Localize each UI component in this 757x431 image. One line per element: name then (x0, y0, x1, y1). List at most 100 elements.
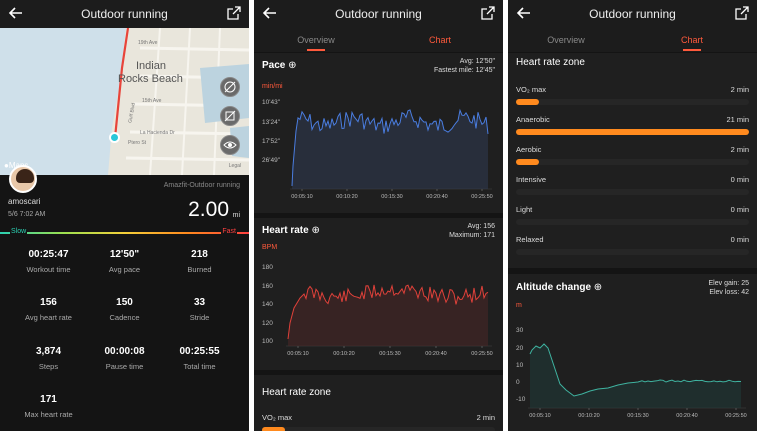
stat-burned: 218 Burned (158, 249, 241, 274)
back-arrow-icon[interactable] (8, 5, 24, 21)
stat-label: Steps (38, 362, 59, 371)
eye-icon (223, 141, 237, 149)
route-map[interactable]: Indian Rocks Beach 19th Ave 15th Ave Gul… (0, 28, 249, 175)
tab-underline (683, 49, 701, 51)
stat-label: Burned (187, 265, 212, 274)
x-tick-label: 00:05:10 (287, 351, 308, 357)
zoom-icon[interactable]: ⊕ (593, 282, 603, 293)
source-label: Amazfit-Outdoor running (163, 182, 240, 189)
apple-logo-icon: ● (4, 161, 9, 170)
km-marker-toggle-button[interactable] (220, 106, 240, 126)
map-label: Indian (136, 60, 166, 72)
tab-underline (307, 49, 325, 51)
pace-line (291, 108, 489, 187)
share-icon[interactable] (227, 6, 241, 20)
zone-time: 0 min (730, 175, 749, 184)
map-label: 15th Ave (142, 98, 162, 104)
pace-card: Pace ⊕ Avg: 12'50" Fastest mile: 12'45" m… (254, 53, 503, 213)
zone-name: VO₂ max (262, 413, 292, 422)
stat-max-heart-rate: 171 Max heart rate (7, 394, 90, 419)
tab-chart[interactable]: Chart (428, 35, 451, 45)
share-icon[interactable] (481, 6, 495, 20)
stat-pause-time: 00:00:08 Pause time (83, 346, 166, 371)
tab-bar: Overview Chart (254, 28, 503, 52)
zone-name: Relaxed (516, 235, 544, 244)
y-tick-label: 140 (262, 301, 273, 308)
stat-label: Avg heart rate (25, 313, 72, 322)
map-label: Rocks Beach (118, 73, 183, 85)
heart-rate-unit: BPM (262, 244, 278, 251)
y-tick-label: 0 (516, 379, 520, 386)
zone-time: 21 min (726, 115, 749, 124)
zone-fill-bar (516, 159, 540, 165)
chart-screen: Outdoor running Overview Chart Pace ⊕ Av… (254, 0, 503, 431)
stat-value: 150 (116, 297, 133, 308)
layers-off-icon (224, 81, 236, 93)
summary-panel: Amazfit-Outdoor running amoscari 5/6 7:0… (0, 165, 249, 431)
back-arrow-icon[interactable] (516, 5, 532, 21)
stat-value: 00:00:08 (104, 346, 145, 357)
stat-cadence: 150 Cadence (83, 297, 166, 322)
x-tick-label: 00:20:40 (425, 351, 446, 357)
x-tick-label: 00:15:30 (381, 194, 402, 200)
stat-total-time: 00:25:55 Total time (158, 346, 241, 371)
altitude-chart[interactable]: 30 20 10 0 -10 00:05:10 00:10:20 00:15:30 00:20:… (508, 312, 757, 430)
tab-overview[interactable]: Overview (266, 35, 366, 51)
stat-value: 156 (40, 297, 57, 308)
tab-overview[interactable]: Overview (547, 35, 585, 45)
zone-track (516, 249, 749, 255)
tab-bar: Overview Chart (508, 28, 757, 52)
zone-name: Intensive (516, 175, 547, 184)
heart-rate-chart[interactable]: 180 160 140 120 100 00:05:10 00:10:20 00:15:30 0… (254, 253, 503, 368)
stat-avg-heart-rate: 156 Avg heart rate (7, 297, 90, 322)
zone-track (516, 189, 749, 195)
heart-rate-title: Heart rate ⊕ (262, 225, 320, 236)
y-tick-label: 10'43" (262, 99, 281, 106)
stat-value: 12'50" (109, 249, 140, 260)
x-tick-label: 00:05:10 (291, 194, 312, 200)
zone-fill-bar (516, 99, 540, 105)
y-tick-label: 160 (262, 283, 273, 290)
zone-time: 2 min (730, 145, 749, 154)
y-tick-label: -10 (516, 396, 526, 403)
stat-value: 3,874 (35, 346, 62, 357)
stat-avg-pace: 12'50" Avg pace (83, 249, 166, 274)
x-tick-label: 00:25:50 (725, 413, 746, 419)
stat-label: Stride (189, 313, 210, 322)
altitude-unit: m (516, 302, 522, 309)
chart-screen-scrolled: Outdoor running Overview Chart Heart rat… (508, 0, 757, 431)
page-title: Outdoor running (81, 7, 168, 21)
pace-unit: min/mi (262, 83, 283, 90)
distance-unit: mi (232, 212, 240, 219)
x-tick-label: 00:15:30 (627, 413, 648, 419)
stat-label: Max heart rate (24, 410, 73, 419)
pace-chart[interactable]: 10'43" 13'24" 17'52" 26'49" 00:05:10 00:10:20… (254, 91, 503, 211)
zone-fill-bar (516, 129, 749, 135)
tab-chart[interactable]: Chart (642, 35, 742, 51)
avatar[interactable] (9, 165, 37, 193)
layer-toggle-button[interactable] (220, 77, 240, 97)
zone-track (516, 99, 749, 105)
pace-area (292, 109, 488, 189)
stat-workout-time: 00:25:47 Workout time (7, 249, 90, 274)
top-bar: Outdoor running (0, 0, 249, 28)
y-tick-label: 30 (516, 327, 524, 334)
y-tick-label: 120 (262, 320, 273, 327)
zone-name: Aerobic (516, 145, 542, 154)
y-tick-label: 26'49" (262, 157, 281, 164)
x-tick-label: 00:10:20 (578, 413, 599, 419)
share-icon[interactable] (735, 6, 749, 20)
back-arrow-icon[interactable] (262, 5, 278, 21)
stat-label: Cadence (109, 313, 140, 322)
zoom-icon[interactable]: ⊕ (311, 225, 320, 236)
visibility-toggle-button[interactable] (220, 135, 240, 155)
marker-off-icon (224, 110, 236, 122)
stat-stride: 33 Stride (158, 297, 241, 322)
heart-rate-zone-title: Heart rate zone (516, 57, 585, 68)
map-legal-link[interactable]: Legal (228, 163, 241, 169)
y-tick-label: 17'52" (262, 138, 281, 145)
heart-rate-zone-card: Heart rate zone VO₂ max 2 min Anaerobic 21… (508, 53, 757, 268)
zoom-icon[interactable]: ⊕ (288, 60, 297, 71)
stat-label: Workout time (26, 265, 71, 274)
current-position-marker (109, 132, 120, 143)
